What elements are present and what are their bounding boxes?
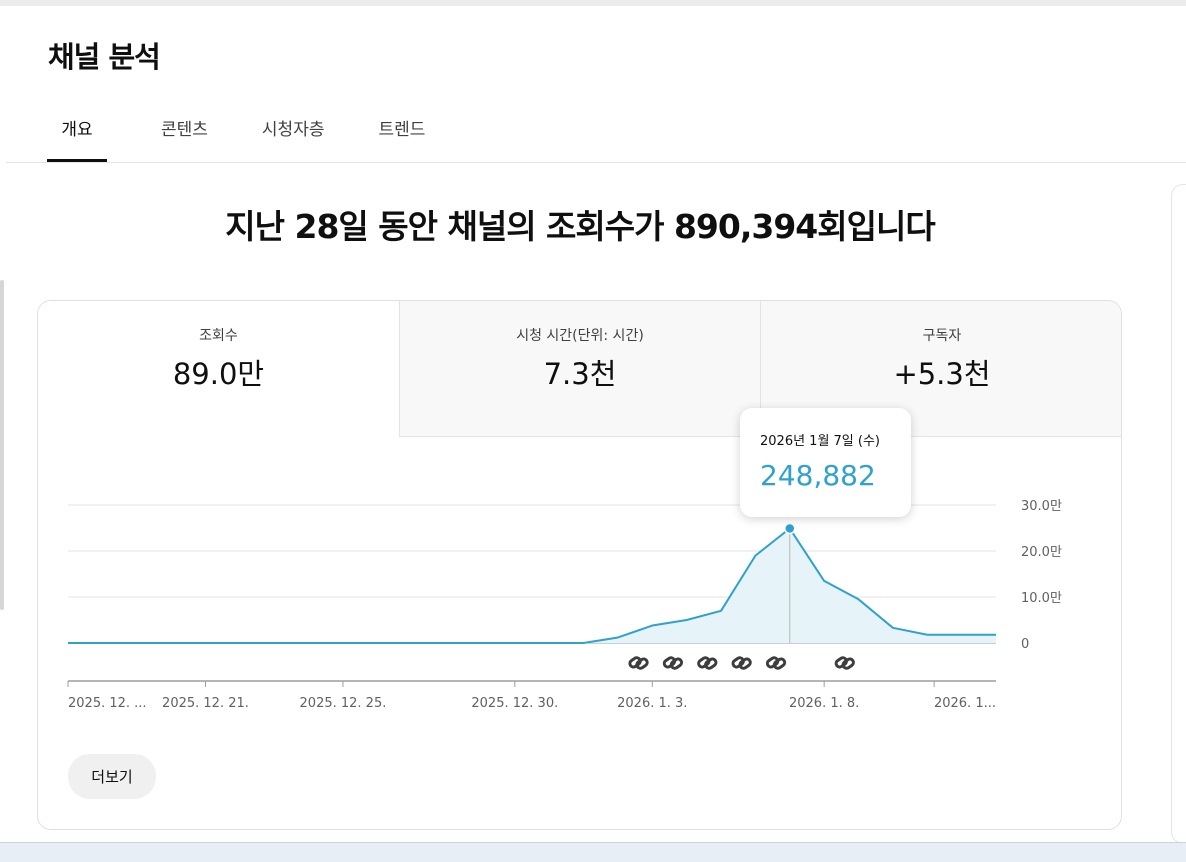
shorts-icon[interactable] [697, 653, 718, 672]
x-tick-label: 2025. 12. 30. [471, 696, 558, 711]
x-tick-label: 2026. 1. 8. [789, 696, 859, 711]
y-tick-label: 20.0만 [1021, 545, 1062, 560]
y-tick-label: 30.0만 [1021, 499, 1062, 514]
metric-views-value: 89.0만 [172, 357, 265, 391]
x-tick-label: 2025. 12. 25. [300, 696, 387, 711]
top-border [0, 0, 1186, 6]
metric-watch-time-label: 시청 시간(단위: 시간) [516, 328, 644, 344]
x-tick-label: 2026. 1... [934, 696, 996, 711]
x-tick-label: 2025. 12. ... [68, 696, 147, 711]
x-tick-label: 2025. 12. 21. [162, 696, 249, 711]
shorts-icon[interactable] [628, 653, 649, 672]
metric-watch-time-value: 7.3천 [543, 357, 617, 391]
tooltip-date: 2026년 1월 7일 (수) [760, 434, 881, 449]
more-button[interactable]: 더보기 [68, 754, 156, 799]
metric-subscribers-value: +5.3천 [893, 357, 991, 391]
tab-trends[interactable]: 트렌드 [378, 120, 426, 140]
highlight-point [784, 522, 796, 535]
shorts-icon[interactable] [662, 653, 684, 672]
tabs-divider [6, 162, 1186, 163]
shorts-icon[interactable] [765, 653, 787, 672]
y-tick-label: 0 [1021, 637, 1029, 652]
metric-views[interactable]: 조회수 89.0만 [38, 301, 399, 437]
series-line [68, 527, 996, 644]
shorts-icon[interactable] [731, 653, 752, 672]
series-area [68, 528, 996, 643]
metric-watch-time[interactable]: 시청 시간(단위: 시간) 7.3천 [399, 301, 760, 437]
tab-content[interactable]: 콘텐츠 [161, 120, 208, 140]
y-tick-label: 10.0만 [1021, 591, 1062, 606]
tooltip-value: 248,882 [760, 459, 876, 492]
os-taskbar [0, 842, 1186, 862]
summary-headline: 지난 28일 동안 채널의 조회수가 890,394회입니다 [225, 207, 935, 246]
tab-overview[interactable]: 개요 [47, 104, 107, 162]
chart-tooltip: 2026년 1월 7일 (수) 248,882 [740, 408, 911, 517]
tab-bar: 개요 콘텐츠 시청자층 트렌드 [47, 104, 425, 162]
left-scroll-edge [0, 280, 4, 610]
x-tick-label: 2026. 1. 3. [617, 696, 687, 711]
metric-subscribers-label: 구독자 [922, 328, 962, 344]
shorts-icon[interactable] [834, 653, 855, 672]
page-title: 채널 분석 [48, 40, 161, 74]
tab-audience[interactable]: 시청자층 [261, 120, 325, 140]
analytics-card: 조회수 89.0만 시청 시간(단위: 시간) 7.3천 구독자 +5.3천 [37, 300, 1122, 830]
metric-views-label: 조회수 [199, 328, 238, 344]
